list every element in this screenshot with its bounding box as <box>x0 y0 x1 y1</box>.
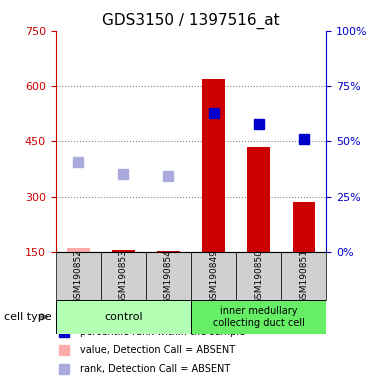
FancyBboxPatch shape <box>101 252 146 300</box>
Text: inner medullary
collecting duct cell: inner medullary collecting duct cell <box>213 306 305 328</box>
Title: GDS3150 / 1397516_at: GDS3150 / 1397516_at <box>102 13 280 29</box>
Text: cell type: cell type <box>4 312 51 322</box>
Text: GSM190853: GSM190853 <box>119 248 128 304</box>
Bar <box>293 202 315 252</box>
Text: value, Detection Call = ABSENT: value, Detection Call = ABSENT <box>80 346 235 356</box>
Bar <box>247 147 270 252</box>
Text: GSM190849: GSM190849 <box>209 249 218 303</box>
FancyBboxPatch shape <box>236 252 281 300</box>
Text: GSM190852: GSM190852 <box>74 249 83 303</box>
Text: count: count <box>80 309 108 319</box>
Text: percentile rank within the sample: percentile rank within the sample <box>80 327 245 337</box>
FancyBboxPatch shape <box>191 300 326 334</box>
FancyBboxPatch shape <box>146 252 191 300</box>
Bar <box>112 250 135 252</box>
FancyBboxPatch shape <box>191 252 236 300</box>
Text: rank, Detection Call = ABSENT: rank, Detection Call = ABSENT <box>80 364 230 374</box>
Text: GSM190851: GSM190851 <box>299 248 308 304</box>
Text: GSM190854: GSM190854 <box>164 249 173 303</box>
Bar <box>67 248 89 252</box>
Text: control: control <box>104 312 143 322</box>
Bar <box>202 79 225 252</box>
FancyBboxPatch shape <box>281 252 326 300</box>
Text: GSM190850: GSM190850 <box>254 248 263 304</box>
FancyBboxPatch shape <box>56 252 101 300</box>
Bar <box>157 251 180 252</box>
FancyBboxPatch shape <box>56 300 191 334</box>
